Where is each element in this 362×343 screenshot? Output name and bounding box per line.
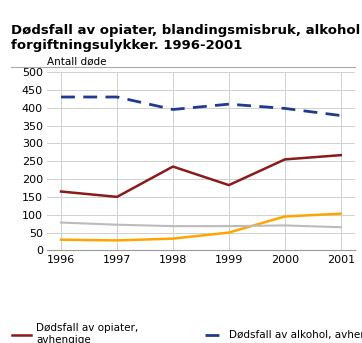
Legend: Dødsfall av opiater,
avhengige, Dødsfall av blandingsmisbruk,
avhengige, Dødsfal: Dødsfall av opiater, avhengige, Dødsfall… [12, 323, 362, 343]
Text: Dødsfall av opiater, blandingsmisbruk, alkohol og
forgiftningsulykker. 1996-2001: Dødsfall av opiater, blandingsmisbruk, a… [11, 24, 362, 52]
Text: Antall døde: Antall døde [47, 57, 106, 67]
